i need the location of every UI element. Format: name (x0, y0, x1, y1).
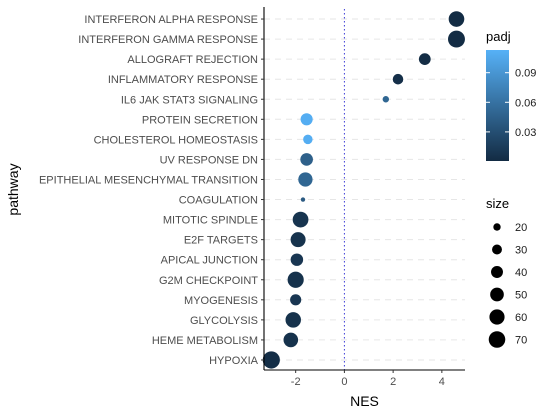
point-cholesterol-homeostasis (303, 134, 313, 145)
point-coagulation (300, 197, 306, 202)
y-tick-label: IL6 JAK STAT3 SIGNALING (121, 94, 258, 106)
size-legend-label: 70 (515, 335, 527, 347)
size-legend-dot (488, 331, 506, 348)
size-legend-label: 50 (515, 290, 527, 302)
y-tick-label: UV RESPONSE DN (160, 154, 258, 166)
x-axis-ticks: -2 0 2 4 (291, 370, 445, 388)
y-tick-label: G2M CHECKPOINT (159, 275, 258, 287)
point-interferon-alpha-response (448, 11, 465, 27)
point-inflammatory-response (392, 73, 404, 85)
point-uv-response-dn (300, 153, 313, 166)
size-legend-label: 20 (515, 222, 527, 234)
color-legend: padj 0.03 0.06 0.09 (486, 29, 536, 161)
y-tick-label: MYOGENESIS (184, 295, 258, 307)
point-heme-metabolism (283, 332, 299, 348)
color-legend-ticks: 0.03 0.06 0.09 (486, 68, 536, 139)
color-tick-label: 0.09 (515, 68, 536, 80)
y-tick-label: HYPOXIA (209, 355, 259, 367)
x-tick-label: 0 (341, 376, 347, 388)
y-tick-label: ALLOGRAFT REJECTION (127, 54, 258, 66)
size-legend-dot (489, 309, 505, 325)
point-e2f-targets (290, 232, 306, 248)
y-tick-label: CHOLESTEROL HOMEOSTASIS (94, 134, 258, 146)
point-il6-jak-stat3-signaling (382, 96, 390, 103)
point-allograft-rejection (418, 53, 431, 66)
point-interferon-gamma-response (448, 30, 465, 48)
size-legend-label: 40 (515, 267, 527, 279)
x-tick-label: 4 (439, 376, 445, 388)
point-glycolysis (285, 312, 301, 328)
size-legend-items: 20 30 40 50 60 70 (488, 222, 527, 348)
size-legend-title: size (486, 196, 509, 211)
y-tick-label: APICAL JUNCTION (161, 255, 258, 267)
grid-lines (264, 18, 465, 361)
size-legend-dot (490, 287, 504, 302)
y-axis-ticks: INTERFERON ALPHA RESPONSE INTERFERON GAMM… (39, 14, 264, 367)
point-hypoxia (262, 351, 280, 369)
color-tick-label: 0.03 (515, 127, 536, 139)
size-legend-label: 30 (515, 245, 527, 257)
x-tick-label: -2 (291, 376, 301, 388)
y-tick-label: INFLAMMATORY RESPONSE (108, 74, 258, 86)
x-tick-label: 2 (390, 376, 396, 388)
color-legend-bar (486, 50, 509, 161)
x-axis-title: NES (350, 393, 379, 409)
point-myogenesis (290, 294, 302, 306)
y-tick-label: PROTEIN SECRETION (142, 114, 258, 126)
color-legend-title: padj (486, 29, 511, 44)
size-legend-dot (492, 244, 502, 255)
y-tick-label: INTERFERON GAMMA RESPONSE (78, 34, 258, 46)
size-legend-label: 60 (515, 312, 527, 324)
y-tick-label: EPITHELIAL MESENCHYMAL TRANSITION (39, 174, 258, 186)
y-tick-label: COAGULATION (179, 195, 258, 207)
size-legend: size 20 30 40 50 60 70 (486, 196, 527, 348)
color-tick-label: 0.06 (515, 97, 536, 109)
point-mitotic-spindle (292, 211, 309, 228)
y-tick-label: HEME METABOLISM (152, 335, 258, 347)
y-axis-title: pathway (5, 163, 21, 215)
size-legend-dot (493, 223, 501, 231)
y-tick-label: GLYCOLYSIS (190, 315, 258, 327)
y-tick-label: MITOTIC SPINDLE (163, 215, 258, 227)
size-legend-dot (491, 266, 503, 278)
point-apical-junction (290, 253, 304, 266)
y-tick-label: E2F TARGETS (184, 235, 258, 247)
point-epithelial-mesenchymal-transition (298, 172, 313, 187)
point-g2m-checkpoint (287, 271, 304, 288)
data-points (262, 11, 465, 369)
point-protein-secretion (300, 113, 313, 126)
y-tick-label: INTERFERON ALPHA RESPONSE (84, 14, 258, 26)
